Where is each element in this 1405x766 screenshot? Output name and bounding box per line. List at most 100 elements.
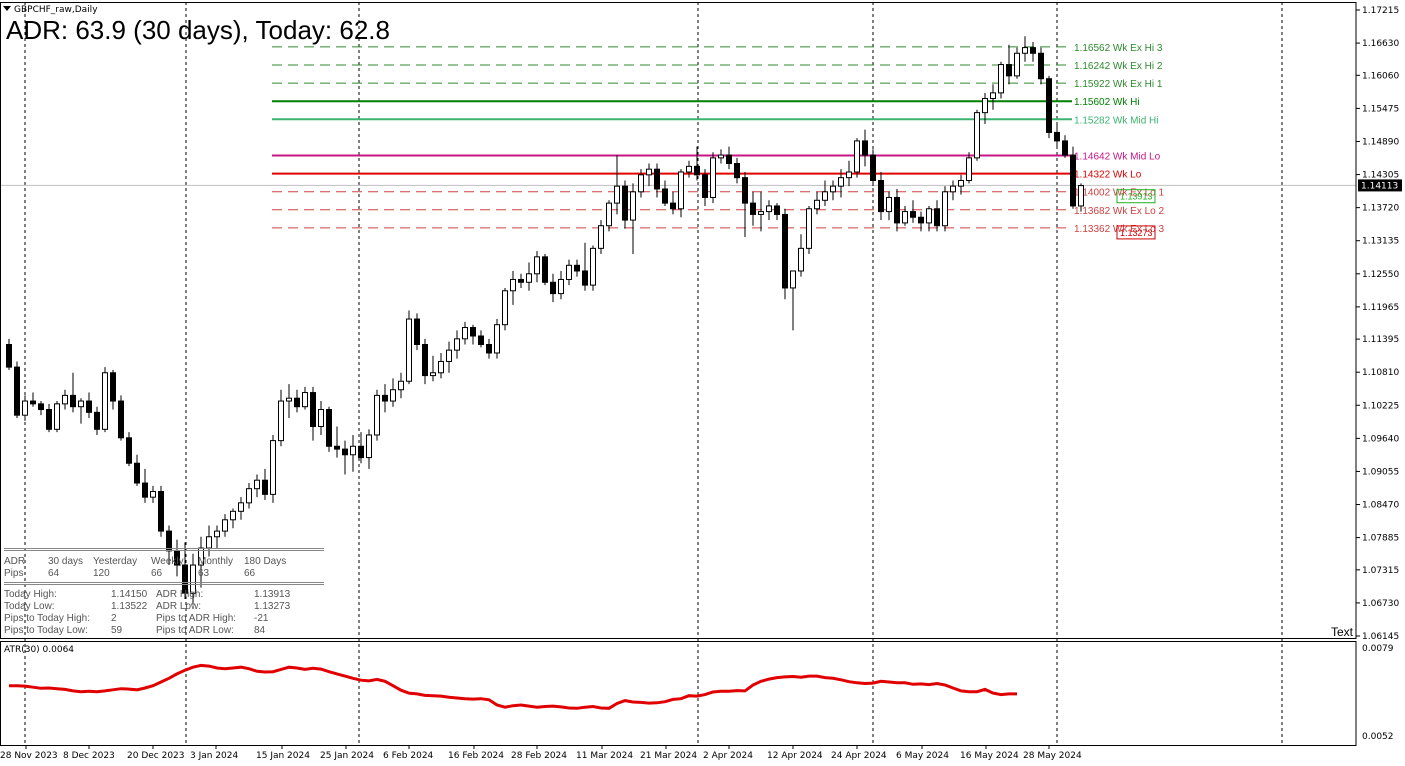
atr-tick-label: 0.0079 <box>1362 644 1394 654</box>
candle-body <box>526 273 532 283</box>
vertical-grid <box>0 2 1356 745</box>
candle-body <box>982 97 988 114</box>
atr-line-group <box>9 663 1017 710</box>
candle-body <box>6 343 12 368</box>
level-label: 1.13362 Wk Ex Lo 3 <box>1074 224 1164 235</box>
candle-body <box>630 191 636 221</box>
candle <box>182 542 188 599</box>
stats-label: Today High: <box>4 589 57 600</box>
candle <box>910 200 916 223</box>
candle <box>966 152 972 184</box>
candle-body <box>790 270 796 289</box>
stats-value: 2 <box>111 613 117 624</box>
candle <box>926 205 932 232</box>
candle-body <box>822 191 828 201</box>
price-tick-label: 1.08470 <box>1362 501 1399 511</box>
adr-cell: Weekly <box>151 556 184 567</box>
candle <box>590 245 596 291</box>
candle <box>342 440 348 475</box>
price-tick-label: 1.13720 <box>1362 204 1399 214</box>
main-pane-frame <box>0 2 1357 639</box>
price-tick-label: 1.09055 <box>1362 467 1399 477</box>
stats-label: Pips to ADR Low: <box>156 625 234 636</box>
candle <box>710 152 716 204</box>
date-tick-label: 6 May 2024 <box>896 751 949 761</box>
candle <box>158 485 164 537</box>
date-tick-label: 16 May 2024 <box>960 751 1019 761</box>
candle <box>1054 123 1060 147</box>
candle <box>454 330 460 359</box>
candle-body <box>102 372 108 430</box>
candle-body <box>1022 47 1028 54</box>
candle <box>870 149 876 187</box>
candle <box>814 191 820 215</box>
candle <box>734 157 740 184</box>
candle-body <box>870 154 876 181</box>
date-tick-label: 20 Dec 2023 <box>127 751 185 761</box>
adr-title: ADR: 63.9 (30 days), Today: 62.8 <box>6 15 390 45</box>
candle <box>774 203 780 221</box>
level-label: 1.14642 Wk Mid Lo <box>1074 152 1161 163</box>
candle-body <box>574 264 580 272</box>
candle-body <box>854 140 860 173</box>
candle-body <box>398 380 404 391</box>
candle-body <box>438 360 444 374</box>
stats-value: 1.14150 <box>111 589 148 600</box>
candle-body <box>118 400 124 439</box>
candle <box>678 169 684 218</box>
candle <box>302 386 308 410</box>
text-object[interactable]: Text <box>1331 625 1354 639</box>
candle <box>1078 183 1084 212</box>
axes: 1.17215 1.16630 1.16060 1.15475 1.14890 1.143… <box>0 6 1402 761</box>
date-tick-label: 11 Mar 2024 <box>576 751 633 761</box>
candle <box>662 180 668 206</box>
adr-cell: 180 Days <box>244 556 287 567</box>
candle <box>246 483 252 509</box>
date-tick-label: 28 May 2024 <box>1023 751 1082 761</box>
candle <box>582 242 588 291</box>
candle <box>430 355 436 382</box>
stats-label: Today Low: <box>4 601 55 612</box>
candle-body <box>862 140 868 156</box>
date-tick-label: 28 Nov 2023 <box>0 751 58 761</box>
date-tick-label: 16 Feb 2024 <box>448 751 504 761</box>
candle <box>118 395 124 441</box>
level-label: 1.14322 Wk Lo <box>1074 170 1142 181</box>
candle-body <box>534 256 540 275</box>
candle <box>390 378 396 407</box>
candle <box>782 208 788 300</box>
level-label: 1.13682 Wk Ex Lo 2 <box>1074 206 1164 217</box>
candle-body <box>622 185 628 221</box>
candle-body <box>238 502 244 512</box>
price-tick-label: 1.14305 <box>1362 171 1399 181</box>
pips-cell: 66 <box>244 568 256 579</box>
date-tick-label: 12 Apr 2024 <box>767 751 823 761</box>
atr-label: ATR(30) 0.0064 <box>4 645 75 655</box>
candle <box>806 205 812 255</box>
candle <box>1030 41 1036 62</box>
price-tick-label: 1.14890 <box>1362 137 1399 147</box>
candle-body <box>470 327 476 337</box>
candle <box>750 191 756 226</box>
candle-body <box>566 264 572 280</box>
candle <box>614 155 620 215</box>
candle-body <box>334 445 340 450</box>
candle <box>878 172 884 221</box>
candle-body <box>70 394 76 408</box>
candle-body <box>942 191 948 227</box>
candle <box>326 406 332 452</box>
candle <box>1014 47 1020 79</box>
candle-body <box>894 196 900 224</box>
candle-body <box>518 278 524 283</box>
candle-body <box>542 256 548 283</box>
date-tick-label: 15 Jan 2024 <box>256 751 310 761</box>
candle-body <box>294 397 300 408</box>
candle <box>38 401 44 416</box>
symbol-label[interactable]: GBPCHF_raw,Daily <box>3 5 98 15</box>
candle-body <box>382 394 388 402</box>
candle-body <box>598 225 604 249</box>
pips-cell: 63 <box>198 568 210 579</box>
price-tick-label: 1.09640 <box>1362 434 1399 444</box>
candle-body <box>366 434 372 459</box>
